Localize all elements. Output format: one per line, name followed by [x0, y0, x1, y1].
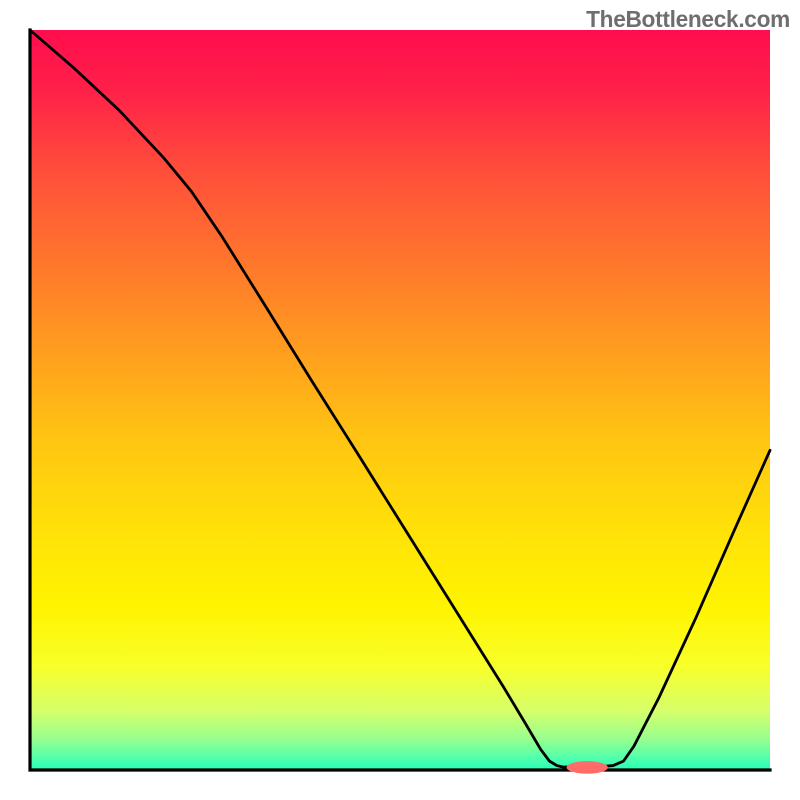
- plot-background: [30, 30, 770, 770]
- optimal-marker: [567, 761, 608, 774]
- watermark-text: TheBottleneck.com: [586, 6, 790, 33]
- bottleneck-curve-chart: [0, 0, 800, 800]
- chart-container: TheBottleneck.com: [0, 0, 800, 800]
